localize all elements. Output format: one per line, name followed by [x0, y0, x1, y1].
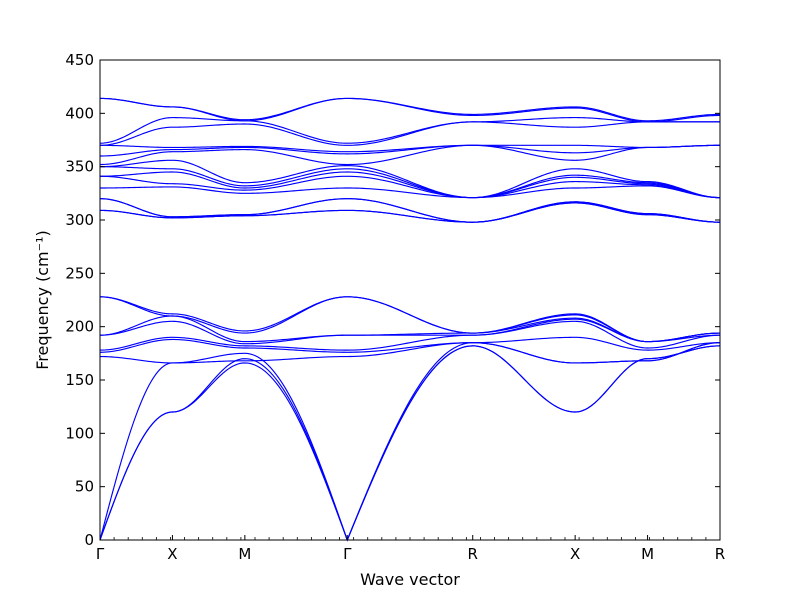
y-tick-label: 150 — [65, 371, 94, 389]
phonon-band — [99, 320, 721, 351]
phonon-band — [99, 144, 721, 153]
y-tick-label: 200 — [65, 318, 94, 336]
phonon-band — [99, 175, 721, 199]
x-tick-label: Γ — [96, 545, 105, 563]
phonon-band — [99, 121, 720, 146]
x-tick-label: X — [167, 545, 177, 563]
y-tick-label: 100 — [65, 424, 94, 442]
phonon-bands — [99, 97, 721, 542]
x-tick-label: Γ — [343, 545, 352, 563]
y-axis-label: Frequency (cm⁻¹) — [33, 230, 52, 369]
y-tick-label: 350 — [65, 158, 94, 176]
x-tick-label: X — [570, 545, 580, 563]
y-axis: 0 50 100 150 200 250 300 350 400 450 — [65, 51, 720, 549]
x-tick-label: R — [715, 545, 725, 563]
y-tick-label: 300 — [65, 211, 94, 229]
phonon-band — [99, 159, 721, 199]
y-tick-label: 400 — [65, 104, 94, 122]
y-tick-label: 0 — [84, 531, 94, 549]
phonon-band — [99, 97, 721, 122]
x-tick-label: M — [238, 545, 251, 563]
y-tick-label: 250 — [65, 264, 94, 282]
x-axis-label: Wave vector — [360, 570, 460, 589]
x-tick-label: R — [468, 545, 478, 563]
phonon-band — [99, 345, 721, 542]
y-tick-label: 50 — [75, 478, 94, 496]
phonon-band — [100, 166, 721, 199]
phonon-band — [99, 296, 721, 343]
phonon-band — [99, 342, 721, 364]
y-tick-label: 450 — [65, 51, 94, 69]
phonon-band — [99, 171, 721, 199]
phonon-band — [99, 202, 721, 223]
phonon-band — [99, 117, 720, 144]
plot-background — [100, 60, 720, 540]
phonon-band — [99, 198, 721, 223]
phonon-band — [100, 185, 721, 199]
phonon-band — [99, 336, 721, 353]
x-tick-label: M — [641, 545, 654, 563]
